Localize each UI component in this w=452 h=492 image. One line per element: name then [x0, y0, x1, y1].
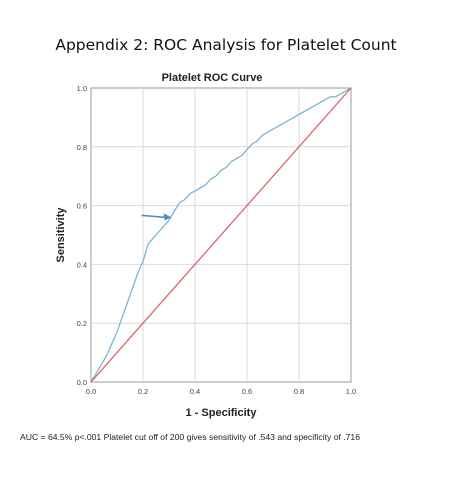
footnote: AUC = 64.5% p<.001 Platelet cut off of 2… [20, 432, 360, 442]
roc-curve-line [90, 87, 352, 383]
series-layer [90, 87, 352, 383]
plot-frame [90, 87, 352, 383]
grid-lines [91, 88, 351, 382]
chart-title: Platelet ROC Curve [162, 72, 263, 84]
page-title: Appendix 2: ROC Analysis for Platelet Co… [55, 36, 397, 54]
x-tick-label: 0.0 [86, 387, 96, 396]
y-tick-label: 0.4 [77, 260, 87, 269]
y-tick-label: 0.2 [77, 319, 87, 328]
x-tick-label: 0.4 [190, 387, 200, 396]
y-tick-label: 0.6 [77, 202, 87, 211]
y-tick-label: 0.0 [77, 378, 87, 387]
y-tick-label: 1.0 [77, 84, 87, 93]
x-tick-label: 0.2 [138, 387, 148, 396]
tick-labels: 0.0 0.2 0.4 0.6 0.8 1.0 0.0 0.2 0.4 0.6 0.8 1.0 [77, 84, 357, 396]
annotation-layer [141, 213, 172, 221]
x-tick-label: 0.8 [294, 387, 304, 396]
reference-diagonal-line [90, 87, 352, 383]
cutoff-arrow [141, 213, 172, 221]
y-tick-label: 0.8 [77, 143, 87, 152]
y-axis-label: Sensitivity [55, 207, 67, 263]
x-axis-label: 1 - Specificity [186, 407, 258, 419]
x-tick-label: 1.0 [346, 387, 356, 396]
x-tick-label: 0.6 [242, 387, 252, 396]
